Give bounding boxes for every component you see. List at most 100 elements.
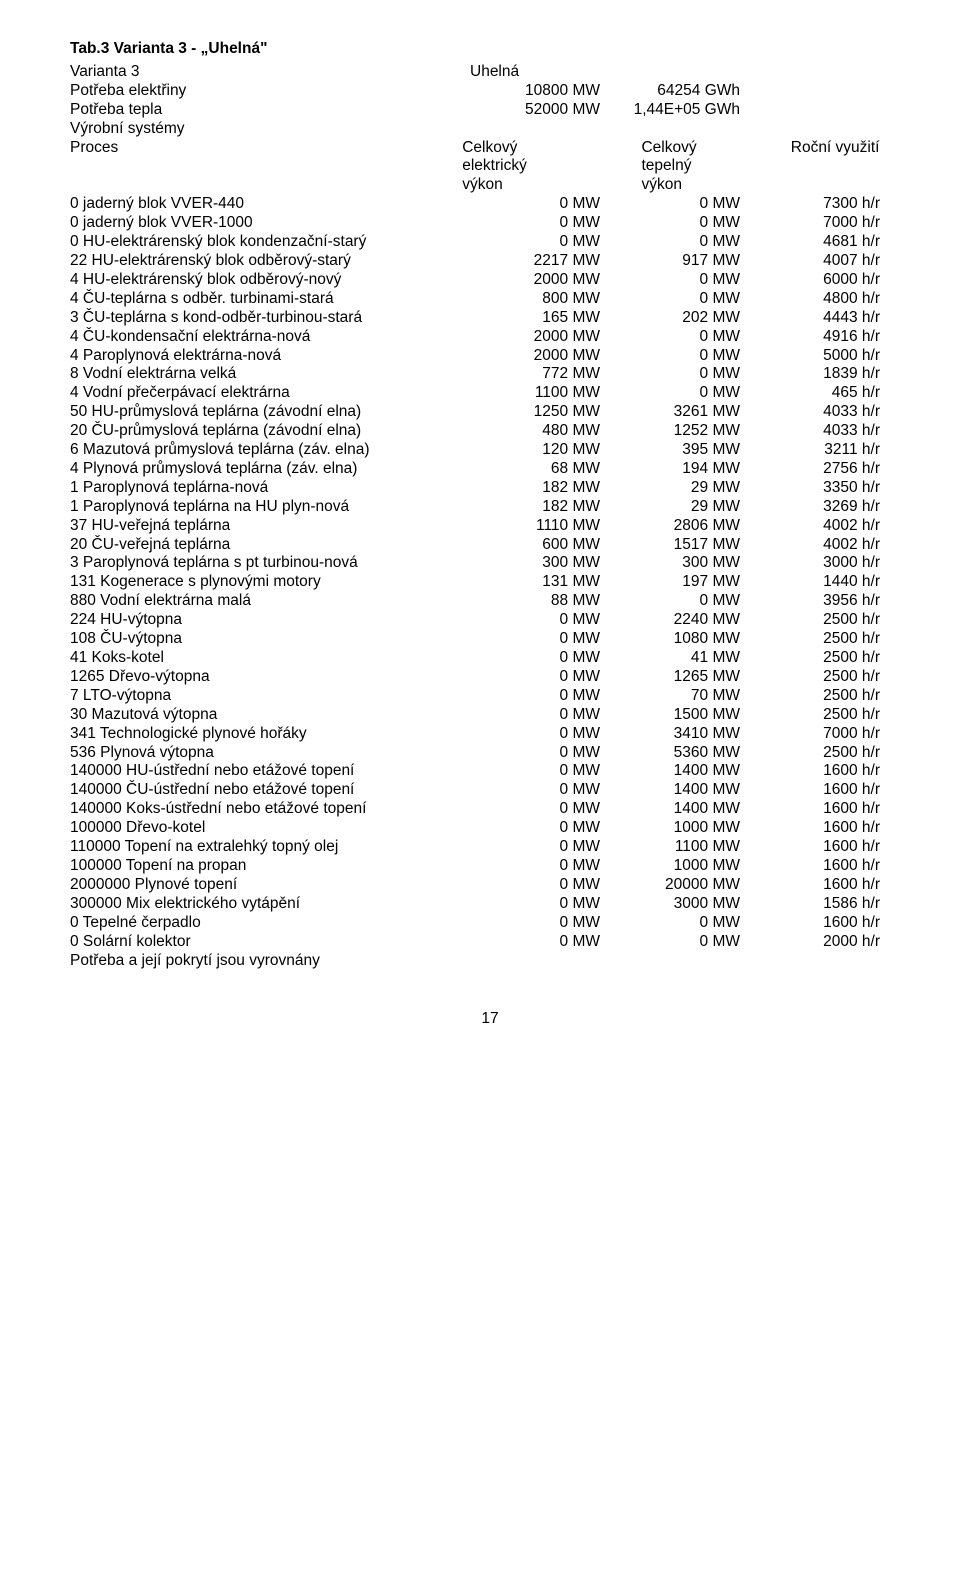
table-row: 0 jaderný blok VVER-4400 MW0 MW7300 h/r — [70, 195, 910, 214]
elec-power: 300 MW — [460, 554, 600, 573]
systems-label-row: Výrobní systémy — [70, 120, 910, 139]
elec-power: 0 MW — [460, 914, 600, 933]
table-row: 536 Plynová výtopna0 MW5360 MW2500 h/r — [70, 744, 910, 763]
process-name: 1265 Dřevo-výtopna — [70, 668, 460, 687]
table-row: 341 Technologické plynové hořáky0 MW3410… — [70, 725, 910, 744]
utilization: 1600 h/r — [740, 781, 880, 800]
utilization: 3000 h/r — [740, 554, 880, 573]
utilization: 1600 h/r — [740, 914, 880, 933]
table-row: 224 HU-výtopna0 MW2240 MW2500 h/r — [70, 611, 910, 630]
heat-power: 1400 MW — [600, 781, 740, 800]
utilization: 465 h/r — [740, 384, 880, 403]
process-name: 7 LTO-výtopna — [70, 687, 460, 706]
elec-power: 0 MW — [460, 744, 600, 763]
heat-power: 0 MW — [600, 328, 740, 347]
heat-power: 20000 MW — [600, 876, 740, 895]
heat-power: 70 MW — [600, 687, 740, 706]
table-row: 30 Mazutová výtopna0 MW1500 MW2500 h/r — [70, 706, 910, 725]
heat-power: 0 MW — [600, 195, 740, 214]
heat-power: 0 MW — [600, 347, 740, 366]
elec-power: 0 MW — [460, 195, 600, 214]
elec-power: 0 MW — [460, 762, 600, 781]
heat-power: 917 MW — [600, 252, 740, 271]
elec-power: 0 MW — [460, 668, 600, 687]
heat-power: 3000 MW — [600, 895, 740, 914]
process-name: 41 Koks-kotel — [70, 649, 460, 668]
elec-power: 0 MW — [460, 630, 600, 649]
utilization: 6000 h/r — [740, 271, 880, 290]
utilization: 2500 h/r — [740, 649, 880, 668]
process-name: 108 ČU-výtopna — [70, 630, 460, 649]
heat-need-mw: 52000 MW — [460, 101, 600, 120]
table-row: 7 LTO-výtopna0 MW70 MW2500 h/r — [70, 687, 910, 706]
process-name: 8 Vodní elektrárna velká — [70, 365, 460, 384]
utilization: 4033 h/r — [740, 422, 880, 441]
hdr-col2b: tepelný — [581, 157, 760, 176]
hdr-col2c: výkon — [581, 176, 760, 195]
heat-power: 202 MW — [600, 309, 740, 328]
table-row: 3 ČU-teplárna s kond-odběr-turbinou-star… — [70, 309, 910, 328]
heat-power: 197 MW — [600, 573, 740, 592]
table-row: 0 Solární kolektor0 MW0 MW2000 h/r — [70, 933, 910, 952]
process-name: 100000 Dřevo-kotel — [70, 819, 460, 838]
utilization: 1839 h/r — [740, 365, 880, 384]
heat-power: 2806 MW — [600, 517, 740, 536]
elec-power: 0 MW — [460, 819, 600, 838]
hdr-proces: Proces — [70, 139, 402, 158]
heat-power: 0 MW — [600, 914, 740, 933]
process-name: 4 ČU-kondensační elektrárna-nová — [70, 328, 460, 347]
utilization: 3269 h/r — [740, 498, 880, 517]
process-name: 300000 Mix elektrického vytápění — [70, 895, 460, 914]
table-row: 100000 Topení na propan0 MW1000 MW1600 h… — [70, 857, 910, 876]
table-row: 108 ČU-výtopna0 MW1080 MW2500 h/r — [70, 630, 910, 649]
process-name: 20 ČU-průmyslová teplárna (závodní elna) — [70, 422, 460, 441]
process-name: 4 Plynová průmyslová teplárna (záv. elna… — [70, 460, 460, 479]
process-name: 131 Kogenerace s plynovými motory — [70, 573, 460, 592]
utilization: 2500 h/r — [740, 611, 880, 630]
utilization: 3211 h/r — [740, 441, 880, 460]
table-row: 140000 HU-ústřední nebo etážové topení0 … — [70, 762, 910, 781]
hdr-col3a: Roční využití — [761, 139, 910, 158]
heat-power: 0 MW — [600, 933, 740, 952]
process-name: 3 ČU-teplárna s kond-odběr-turbinou-star… — [70, 309, 460, 328]
utilization: 4800 h/r — [740, 290, 880, 309]
heat-power: 0 MW — [600, 271, 740, 290]
table-row: 4 ČU-kondensační elektrárna-nová2000 MW0… — [70, 328, 910, 347]
heat-power: 0 MW — [600, 233, 740, 252]
table-row: 4 HU-elektrárenský blok odběrový-nový200… — [70, 271, 910, 290]
process-name: 30 Mazutová výtopna — [70, 706, 460, 725]
elec-power: 2217 MW — [460, 252, 600, 271]
process-name: 140000 HU-ústřední nebo etážové topení — [70, 762, 460, 781]
process-name: 140000 Koks-ústřední nebo etážové topení — [70, 800, 460, 819]
heat-power: 5360 MW — [600, 744, 740, 763]
heat-power: 1252 MW — [600, 422, 740, 441]
utilization: 2500 h/r — [740, 687, 880, 706]
utilization: 4002 h/r — [740, 517, 880, 536]
table-row: 0 jaderný blok VVER-10000 MW0 MW7000 h/r — [70, 214, 910, 233]
utilization: 2000 h/r — [740, 933, 880, 952]
heat-power: 300 MW — [600, 554, 740, 573]
utilization: 5000 h/r — [740, 347, 880, 366]
footer-note-row: Potřeba a její pokrytí jsou vyrovnány — [70, 952, 910, 971]
table-row: 0 Tepelné čerpadlo0 MW0 MW1600 h/r — [70, 914, 910, 933]
elec-power: 772 MW — [460, 365, 600, 384]
elec-power: 0 MW — [460, 233, 600, 252]
heat-power: 41 MW — [600, 649, 740, 668]
elec-power: 0 MW — [460, 933, 600, 952]
elec-power: 120 MW — [460, 441, 600, 460]
heat-power: 0 MW — [600, 384, 740, 403]
process-name: 1 Paroplynová teplárna na HU plyn-nová — [70, 498, 460, 517]
elec-power: 0 MW — [460, 611, 600, 630]
hdr-col1c: výkon — [402, 176, 581, 195]
process-name: 0 jaderný blok VVER-1000 — [70, 214, 460, 233]
table-row: 4 Vodní přečerpávací elektrárna1100 MW0 … — [70, 384, 910, 403]
utilization: 1440 h/r — [740, 573, 880, 592]
process-name: 50 HU-průmyslová teplárna (závodní elna) — [70, 403, 460, 422]
process-name: 140000 ČU-ústřední nebo etážové topení — [70, 781, 460, 800]
variant-name: Uhelná — [460, 63, 610, 82]
table-row: 4 Paroplynová elektrárna-nová2000 MW0 MW… — [70, 347, 910, 366]
elec-power: 1100 MW — [460, 384, 600, 403]
heat-power: 0 MW — [600, 214, 740, 233]
page-number: 17 — [70, 1010, 910, 1029]
utilization: 1586 h/r — [740, 895, 880, 914]
